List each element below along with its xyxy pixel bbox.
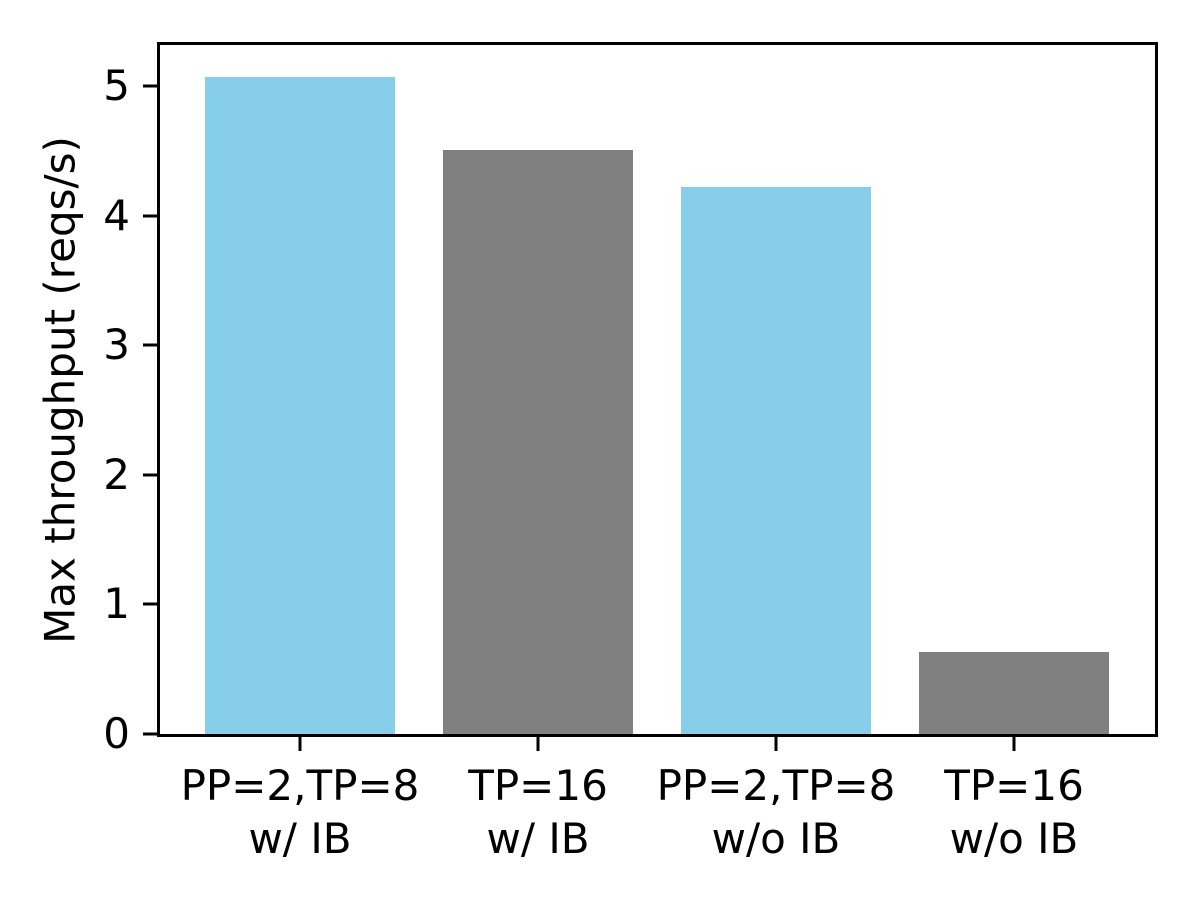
- y-tick: [143, 602, 158, 606]
- bar: [919, 652, 1109, 734]
- y-tick: [143, 84, 158, 88]
- x-tick: [1012, 736, 1016, 751]
- bar: [681, 187, 871, 734]
- y-tick: [143, 214, 158, 218]
- plot-area: PP=2,TP=8 w/ IB TP=16 w/ IB PP=2,TP=8 w/o …: [103, 42, 1158, 863]
- x-tick: [774, 736, 778, 751]
- y-tick-label: 3: [103, 320, 130, 370]
- x-tick: [536, 736, 540, 751]
- y-tick-label: 0: [103, 709, 130, 758]
- y-tick-label: 5: [103, 61, 130, 111]
- y-tick-label: 1: [103, 579, 130, 629]
- y-tick: [143, 343, 158, 347]
- y-axis-label: Max throughput (reqs/s): [35, 136, 85, 644]
- x-tick-label: TP=16 w/ IB: [468, 761, 608, 863]
- y-tick: [143, 473, 158, 477]
- x-tick-label: PP=2,TP=8 w/o IB: [656, 761, 896, 863]
- bar: [443, 149, 633, 734]
- x-tick-label: TP=16 w/o IB: [944, 761, 1084, 863]
- bar: [205, 77, 395, 734]
- x-tick: [298, 736, 302, 751]
- y-tick: [143, 732, 158, 736]
- y-tick-label: 4: [103, 190, 130, 240]
- y-tick-label: 2: [103, 449, 130, 499]
- x-tick-label: PP=2,TP=8 w/ IB: [180, 761, 420, 863]
